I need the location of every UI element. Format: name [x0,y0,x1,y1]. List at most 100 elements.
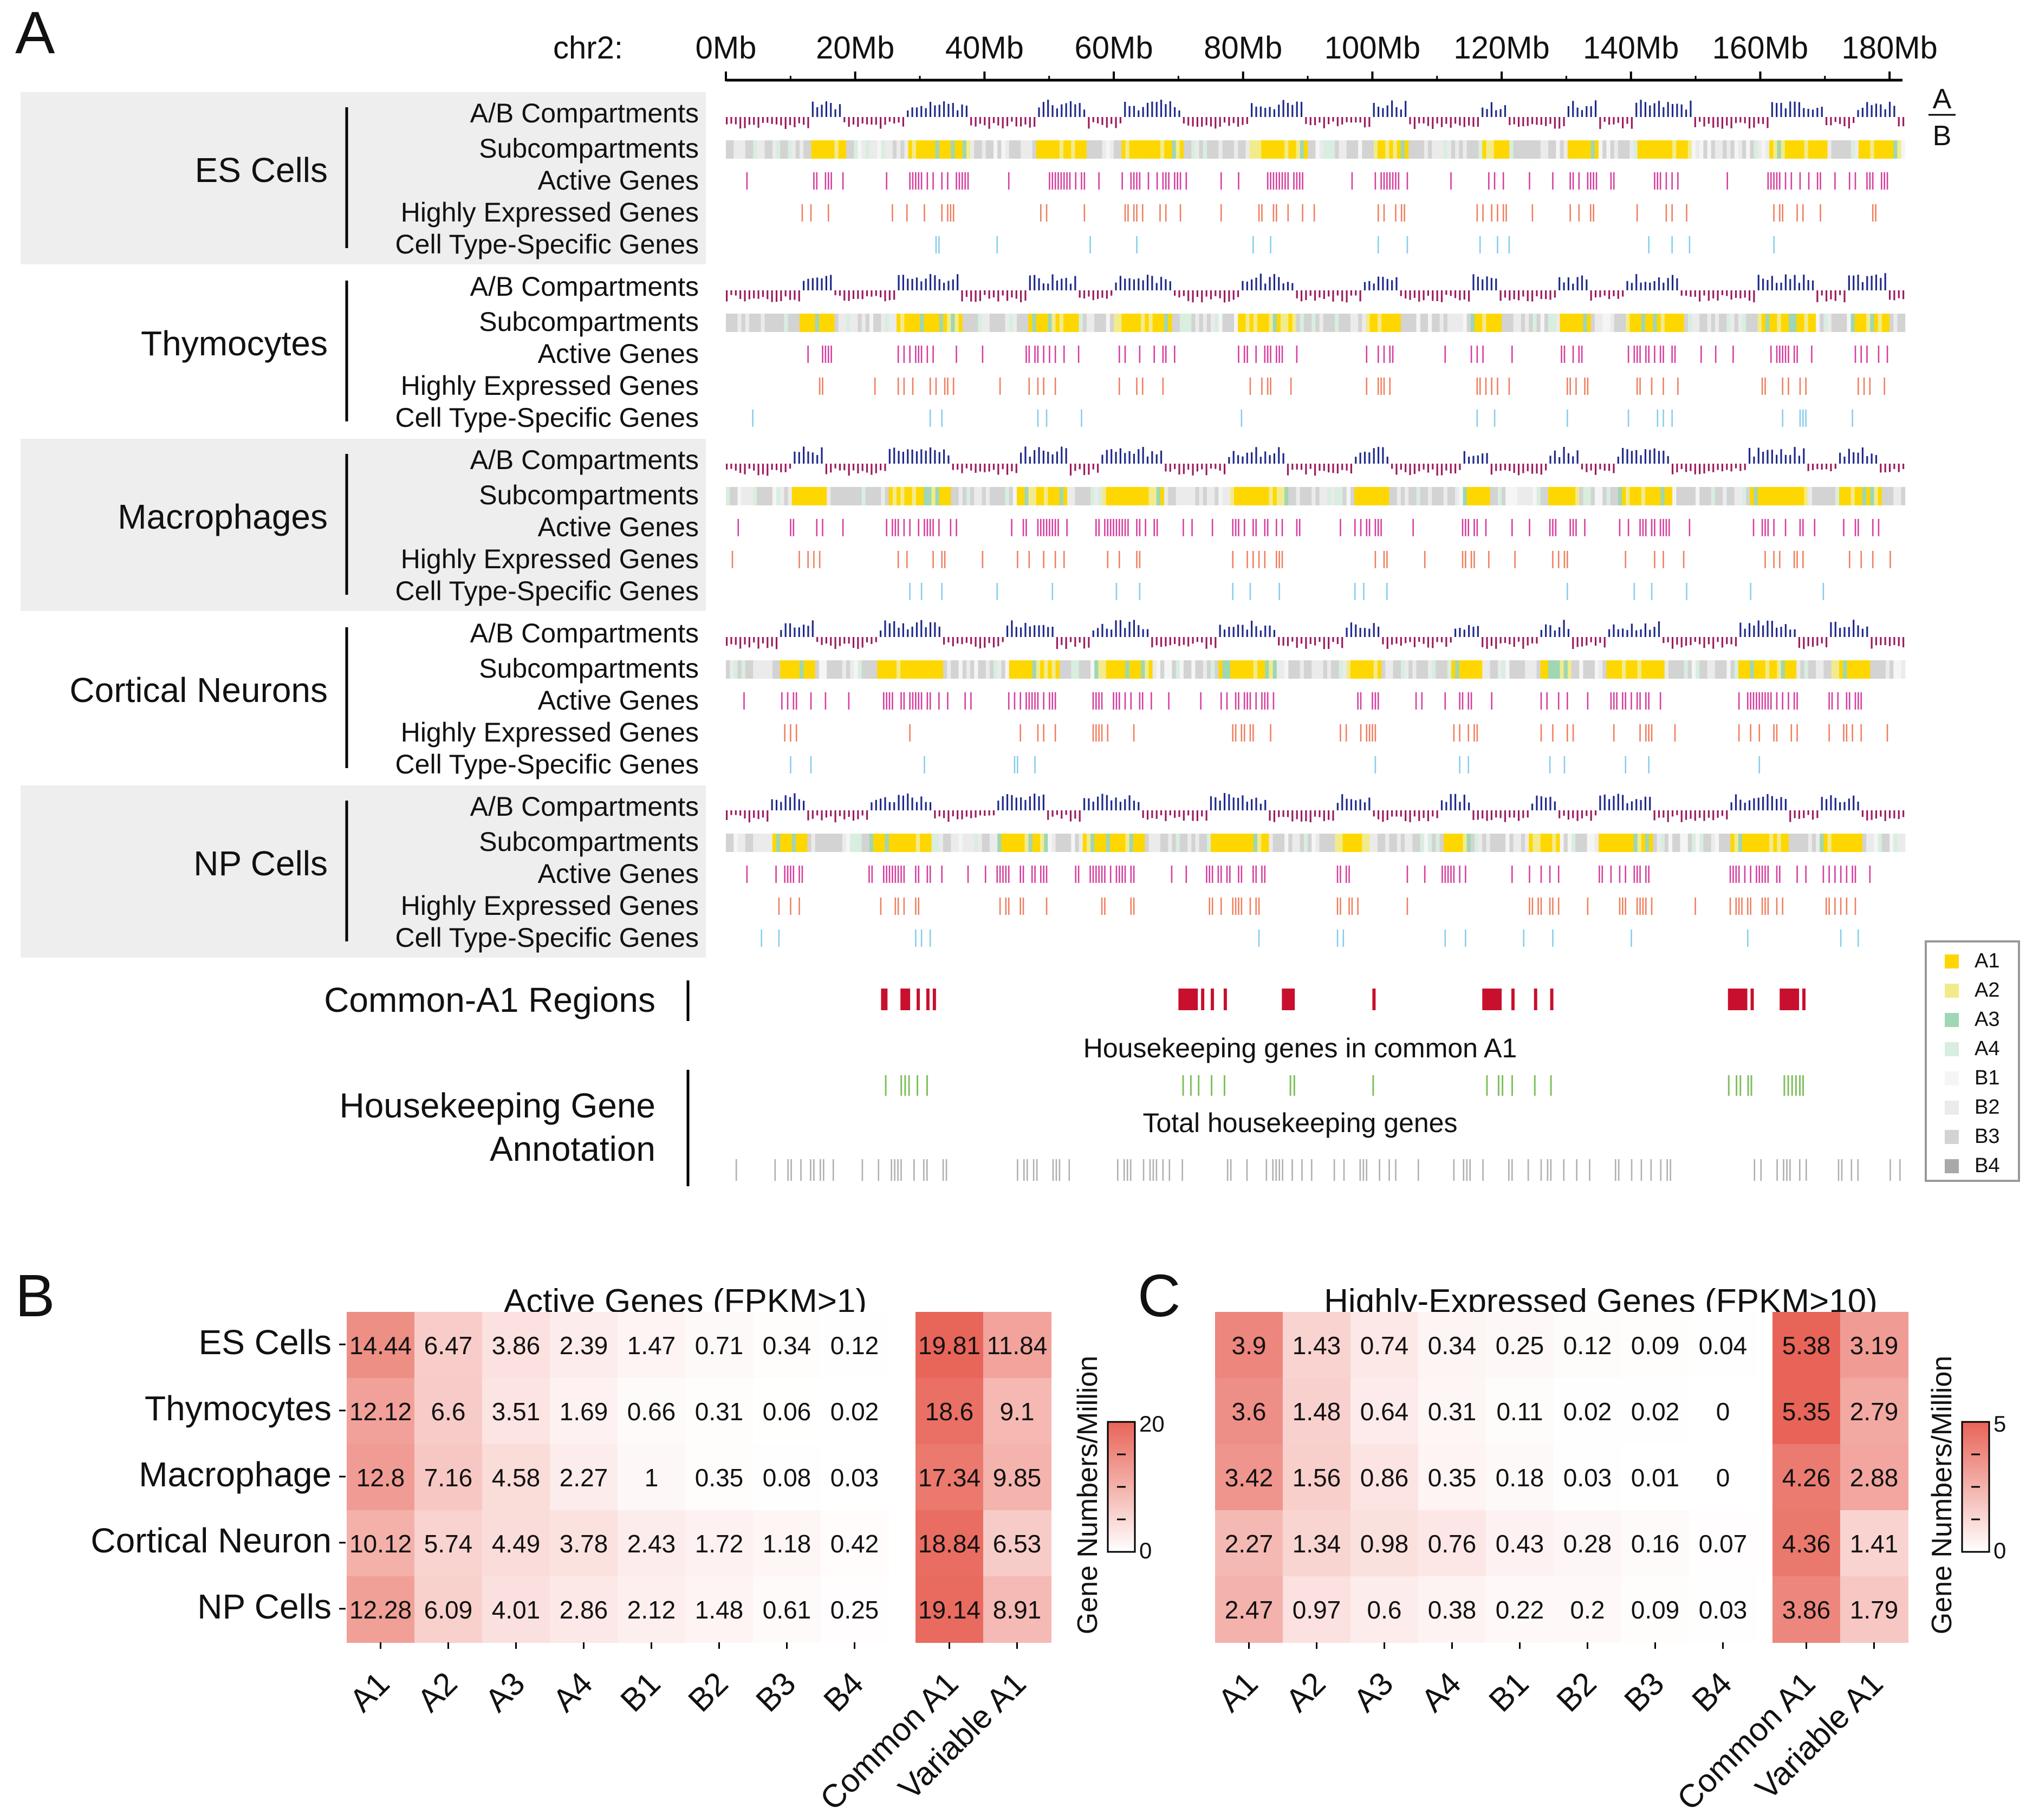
subcompartment-bin [1191,660,1196,679]
subcompartment-bin [1657,487,1661,505]
hk-total-mark [1837,1159,1840,1181]
active-gene-mark [886,692,887,710]
ab-bar-b [1056,810,1059,815]
active-gene-mark [1075,866,1077,883]
subcompartment-bin [854,660,858,679]
heatmap-cell-value: 0.98 [1360,1530,1409,1558]
ab-bar-a [1255,797,1257,810]
ab-bar-b [1002,290,1004,296]
ab-bar-a [794,451,796,464]
highly-expressed-gene-mark [1249,378,1251,395]
subcompartment-bin [1808,314,1813,332]
ab-bar-a [907,793,909,810]
active-gene-mark [926,519,928,536]
subcompartment-bin [1490,487,1495,505]
subcompartment-bin [757,834,761,852]
ab-bar-b [1626,117,1628,124]
heatmap-cell-value: 0.61 [763,1596,811,1624]
active-gene-mark [1043,519,1044,536]
ab-bar-a [1138,625,1140,637]
ab-bar-b [735,290,737,296]
subcompartment-bin [1257,140,1262,159]
subcompartment-bin [897,314,901,332]
subcompartment-bin [904,314,908,332]
subcompartment-bin [1234,487,1238,505]
subcompartment-bin [1342,660,1347,679]
ab-bar-b [984,290,986,295]
ab-bar-b [1875,810,1878,819]
cell-type-label: Cortical Neurons [69,671,328,710]
ab-bar-b [843,117,846,122]
ab-bar-b [1228,290,1230,302]
heatmap-extra-cell [915,1378,984,1445]
hk-total-mark [1760,1159,1762,1181]
hk-total-mark [1168,1159,1171,1181]
ab-bar-a [1554,801,1556,810]
active-gene-mark [1584,519,1586,536]
subcompartment-bin [1125,834,1130,852]
ab-bar-a [1151,276,1153,290]
subcompartment-bin [1459,487,1463,505]
legend-swatch [1945,984,1959,998]
ab-bar-b [1816,810,1819,818]
hk-total-mark [832,1159,834,1181]
active-gene-mark [1715,346,1717,363]
ab-bar-a [1499,109,1502,117]
ab-bar-a [1155,454,1158,464]
ab-bar-a [943,101,945,117]
subcompartment-bin [1470,834,1475,852]
highly-expressed-gene-mark [1179,204,1181,222]
subcompartment-bin [1823,140,1828,159]
active-gene-mark [1174,346,1176,363]
subcompartment-bin [1121,834,1126,852]
ab-bar-a [898,795,900,810]
active-gene-mark [1633,866,1635,883]
subcompartment-bin [993,140,998,159]
subcompartment-bin [1808,660,1813,679]
ab-bar-a [821,447,823,464]
ab-bar-a [1029,275,1031,290]
heatmap-cell [347,1378,415,1445]
active-gene-mark [822,519,823,536]
ab-bar-b [1169,637,1171,646]
ab-bar-a [1101,794,1103,810]
ab-bar-b [1092,117,1094,122]
common-a1-region [1178,989,1198,1010]
heatmap-cell [1689,1378,1757,1445]
highly-expressed-gene-mark [1840,898,1842,915]
active-gene-mark [1793,692,1795,710]
subcompartment-bin [1393,834,1398,852]
highly-expressed-gene-mark [1046,898,1048,915]
subcompartment-bin [1858,660,1863,679]
hk-total-mark [1550,1159,1552,1181]
subcompartment-bin [1265,140,1269,159]
ab-bar-a [1359,628,1361,637]
ab-bar-b [803,117,805,125]
subcompartment-bin [1684,140,1689,159]
cell-specific-gene-mark [1852,410,1853,427]
ab-bar-b [784,290,787,297]
active-gene-mark [1659,692,1661,710]
highly-expressed-gene-mark [1636,378,1638,395]
subcompartment-bin [1044,660,1048,679]
colorbar-label: Gene Numbers/Million [1072,1356,1103,1634]
ab-bar-b [961,810,963,820]
active-gene-mark [1659,346,1661,363]
ab-bar-b [979,810,982,816]
subcompartment-bin [1055,834,1060,852]
ab-bar-a [1794,629,1796,637]
active-gene-mark [1549,866,1551,883]
active-gene-mark [1581,346,1583,363]
subcompartment-bin [947,140,951,159]
ab-bar-b [1721,464,1724,472]
subcompartment-bin [1288,660,1293,679]
subcompartment-bin [1757,660,1762,679]
subcompartment-bin [1552,140,1556,159]
heatmap-cell [753,1510,821,1577]
ab-bar-a [1631,623,1633,637]
ab-bar-b [1215,117,1217,129]
active-gene-mark [1671,172,1673,190]
subcompartment-bin [1893,660,1898,679]
ab-bar-a [1273,629,1276,637]
subcompartment-bin [1699,487,1704,505]
